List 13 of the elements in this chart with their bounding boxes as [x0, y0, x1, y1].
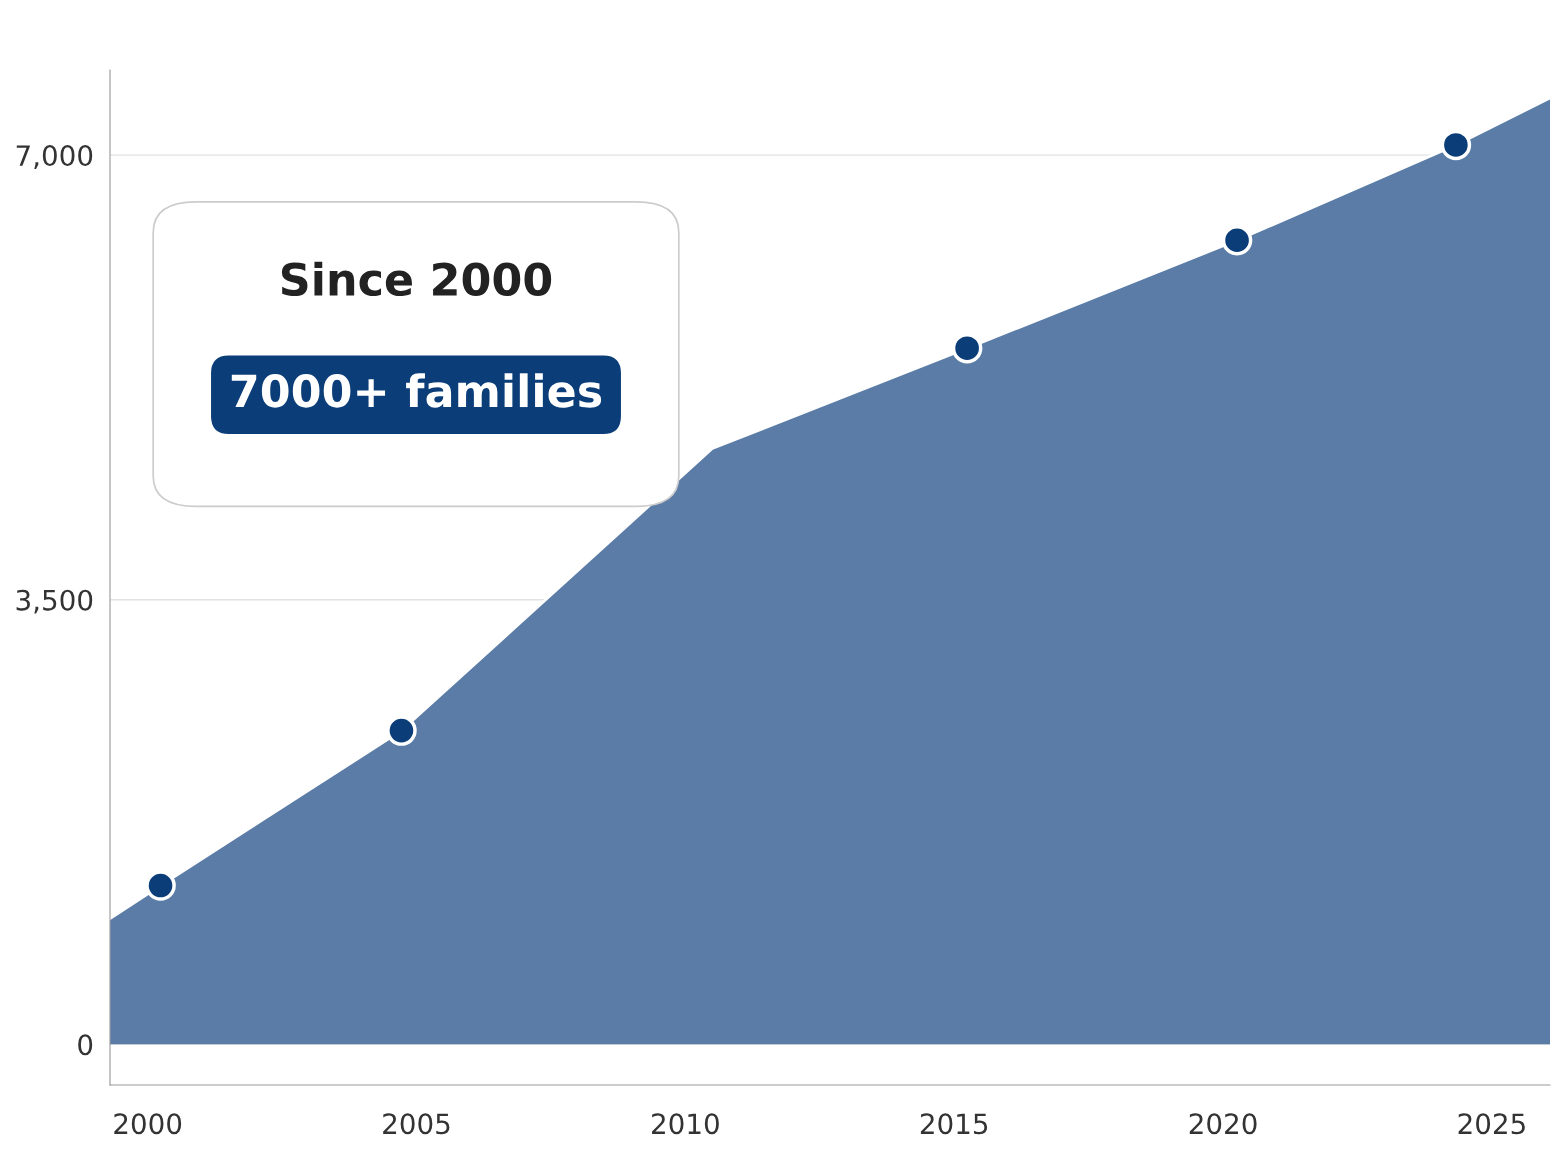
x-tick-label: 2015: [920, 1113, 988, 1135]
x-tick-label: 2020: [1189, 1113, 1257, 1135]
x-tick-label: 2025: [1458, 1113, 1525, 1135]
y-tick-label: 0: [78, 1034, 93, 1056]
x-tick-label: 2000: [114, 1113, 182, 1135]
y-tick-label: 7,000: [16, 145, 93, 169]
point: [386, 715, 417, 746]
y-tick-label: 3,500: [16, 589, 93, 614]
annotation: 7000+ families: [231, 373, 602, 408]
annotation: Since 2000: [281, 261, 552, 297]
x-tick-label: 2010: [652, 1113, 719, 1135]
x-tick-label: 2005: [383, 1113, 450, 1135]
point: [145, 870, 176, 901]
